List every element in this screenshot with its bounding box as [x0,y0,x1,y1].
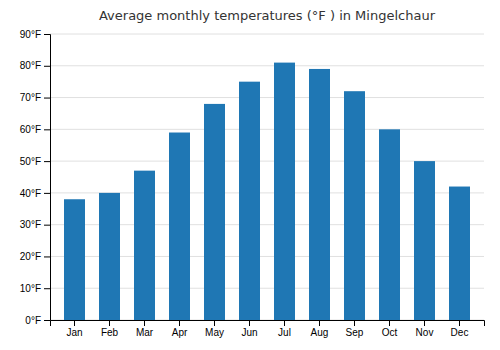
bar [309,69,330,320]
x-tick: Dec [451,320,469,338]
tick-mark [44,161,50,162]
bar [64,199,85,320]
y-tick: 20°F [20,251,50,262]
tick-mark [144,320,145,326]
x-tick-label: Apr [172,327,188,338]
bar [379,129,400,320]
x-tick: Nov [416,320,434,338]
y-axis: 0°F 10°F 20°F 30°F 40°F 50°F 60°F 70°F 80°F 90°F [20,29,51,326]
y-tick-label: 10°F [20,283,41,294]
tick-mark [354,320,355,326]
y-tick-label: 40°F [20,188,41,199]
x-tick: Mar [136,320,154,338]
tick-mark [389,320,390,326]
x-tick-label: Mar [136,327,154,338]
x-tick: Sep [346,320,364,338]
chart-container: Jan Feb Mar Apr May Jun Jul Aug Sep Oct Nov Dec 0°F 1… [0,0,500,350]
y-tick: 70°F [20,92,50,103]
x-tick: May [205,320,224,338]
grid-line [50,97,484,98]
bar [344,91,365,320]
tick-mark [284,320,285,326]
x-tick: Apr [172,320,188,338]
bar [204,104,225,320]
x-axis: Jan Feb Mar Apr May Jun Jul Aug Sep Oct Nov Dec [51,320,485,338]
tick-mark [424,320,425,326]
x-tick: Oct [382,320,398,338]
y-tick: 50°F [20,156,50,167]
tick-mark [459,320,460,326]
x-tick: Jan [66,320,82,338]
tick-mark [44,288,50,289]
bar [414,161,435,320]
axis-line [44,35,51,321]
y-tick-label: 0°F [25,315,41,326]
bar [449,187,470,320]
axis-line [51,321,485,327]
x-tick: Jul [278,320,291,338]
x-tick-label: Jun [241,327,257,338]
grid-line [50,129,484,130]
bars [64,63,470,320]
bar [134,171,155,320]
x-tick: Aug [311,320,329,338]
y-tick: 30°F [20,219,50,230]
y-tick-label: 90°F [20,29,41,40]
y-tick-label: 50°F [20,156,41,167]
tick-mark [44,256,50,257]
tick-mark [109,320,110,326]
y-tick-label: 70°F [20,92,41,103]
x-tick-label: Oct [382,327,398,338]
tick-mark [44,320,50,321]
y-tick-label: 20°F [20,251,41,262]
y-tick: 40°F [20,188,50,199]
bar [274,63,295,320]
tick-mark [214,320,215,326]
x-tick-label: Sep [346,327,364,338]
y-tick-label: 60°F [20,124,41,135]
x-tick-label: Nov [416,327,434,338]
tick-mark [44,225,50,226]
tick-mark [44,98,50,99]
x-tick-label: May [205,327,224,338]
y-tick: 60°F [20,124,50,135]
tick-mark [179,320,180,326]
bar [99,193,120,320]
y-tick: 90°F [20,29,50,40]
tick-mark [249,320,250,326]
x-tick-label: Feb [101,327,119,338]
grid [50,34,484,320]
bar [169,133,190,320]
bar [239,82,260,320]
tick-mark [44,34,50,35]
y-tick-label: 80°F [20,60,41,71]
tick-mark [319,320,320,326]
grid-line [50,34,484,35]
y-tick: 80°F [20,60,50,71]
grid-line [50,65,484,66]
tick-mark [44,193,50,194]
x-tick-label: Aug [311,327,329,338]
x-tick: Feb [101,320,119,338]
y-tick-label: 30°F [20,219,41,230]
tick-mark [44,129,50,130]
chart: Jan Feb Mar Apr May Jun Jul Aug Sep Oct Nov Dec 0°F 1… [0,0,500,350]
tick-mark [44,66,50,67]
y-tick: 10°F [20,283,50,294]
x-tick-label: Jan [66,327,82,338]
x-tick: Jun [241,320,257,338]
y-tick: 0°F [25,315,50,326]
tick-mark [74,320,75,326]
x-tick-label: Jul [278,327,291,338]
title: Average monthly temperatures (°F ) in Mi… [99,8,436,23]
x-tick-label: Dec [451,327,469,338]
